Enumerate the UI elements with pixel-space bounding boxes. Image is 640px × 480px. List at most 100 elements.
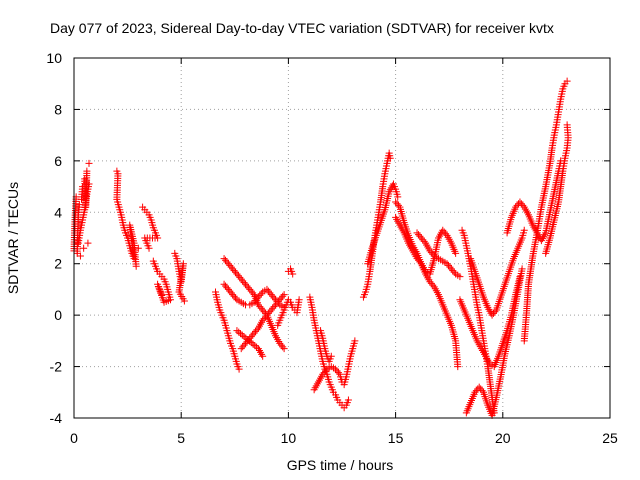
series-seg-e xyxy=(149,257,174,306)
data-point xyxy=(247,333,255,341)
data-point xyxy=(75,201,83,209)
y-tick-label: 4 xyxy=(54,204,62,220)
data-point xyxy=(251,342,259,350)
data-point xyxy=(80,244,88,252)
x-tick-label: 20 xyxy=(495,430,511,446)
data-point xyxy=(477,385,485,393)
data-point xyxy=(439,226,447,234)
data-point xyxy=(257,304,265,312)
data-point xyxy=(277,341,285,349)
data-point xyxy=(417,234,425,242)
data-point xyxy=(295,296,303,304)
data-point xyxy=(272,301,280,309)
data-point xyxy=(563,77,571,85)
data-point xyxy=(427,279,435,287)
data-point xyxy=(322,367,330,375)
series-seg-m xyxy=(306,293,352,412)
data-point xyxy=(158,291,166,299)
data-point xyxy=(249,340,257,348)
data-point xyxy=(488,311,496,319)
data-point xyxy=(226,261,234,269)
data-point xyxy=(244,336,252,344)
data-point xyxy=(440,228,448,236)
data-point xyxy=(222,256,230,264)
data-point xyxy=(416,232,424,240)
data-point xyxy=(277,294,285,302)
data-point xyxy=(249,289,257,297)
data-point xyxy=(249,331,257,339)
data-point xyxy=(237,330,245,338)
data-point xyxy=(239,277,247,285)
data-point xyxy=(429,281,437,289)
data-point xyxy=(256,291,264,299)
series-seg-z xyxy=(520,77,571,345)
data-point xyxy=(262,313,270,321)
data-point xyxy=(224,285,232,293)
data-point xyxy=(256,303,264,311)
series-seg-j xyxy=(233,291,288,360)
data-point xyxy=(253,295,261,303)
data-point xyxy=(224,260,232,268)
data-point xyxy=(134,244,142,252)
data-point xyxy=(223,284,231,292)
x-tick-label: 0 xyxy=(70,430,78,446)
data-point xyxy=(518,265,526,273)
data-point xyxy=(240,333,248,341)
data-point xyxy=(519,201,527,209)
data-point xyxy=(230,292,238,300)
data-point xyxy=(444,261,452,269)
data-point xyxy=(227,289,235,297)
data-point xyxy=(454,363,462,371)
grid-layer xyxy=(74,58,610,418)
data-point xyxy=(450,268,458,276)
data-point xyxy=(239,343,247,351)
data-point xyxy=(334,369,342,377)
series-seg-n xyxy=(310,337,359,394)
data-point xyxy=(237,275,245,283)
data-point xyxy=(232,268,240,276)
data-point xyxy=(85,180,93,188)
data-point xyxy=(235,365,243,373)
data-point xyxy=(490,309,498,317)
x-axis-label: GPS time / hours xyxy=(287,457,394,473)
series-seg-y xyxy=(503,157,565,245)
data-point xyxy=(279,292,287,300)
data-point xyxy=(264,287,272,295)
series-seg-w xyxy=(467,226,528,319)
y-tick-label: -2 xyxy=(50,359,63,375)
data-point xyxy=(252,297,260,305)
y-tick-label: 10 xyxy=(46,50,62,66)
data-point xyxy=(254,301,262,309)
data-point xyxy=(259,352,267,360)
data-point xyxy=(427,249,435,257)
data-point xyxy=(232,294,240,302)
data-point xyxy=(279,343,287,351)
data-point xyxy=(276,339,284,347)
y-tick-label: -4 xyxy=(50,410,63,426)
data-point xyxy=(414,231,422,239)
data-point xyxy=(456,273,464,281)
data-point xyxy=(333,367,341,375)
data-point xyxy=(276,296,284,304)
series-seg-x xyxy=(462,265,526,419)
data-point xyxy=(386,154,394,162)
data-point xyxy=(344,396,352,404)
data-point xyxy=(520,226,528,234)
series-seg-l xyxy=(274,296,303,329)
data-point xyxy=(240,341,248,349)
data-point xyxy=(320,369,328,377)
data-point xyxy=(516,198,524,206)
data-point xyxy=(270,294,278,302)
data-point xyxy=(227,263,235,271)
data-point xyxy=(270,303,278,311)
data-point xyxy=(252,327,260,335)
data-point xyxy=(254,293,262,301)
x-tick-label: 10 xyxy=(281,430,297,446)
data-point xyxy=(229,265,237,273)
data-point xyxy=(260,315,268,323)
data-point xyxy=(475,383,483,391)
data-point xyxy=(264,309,272,317)
series-seg-d xyxy=(134,203,162,252)
data-point xyxy=(269,292,277,300)
